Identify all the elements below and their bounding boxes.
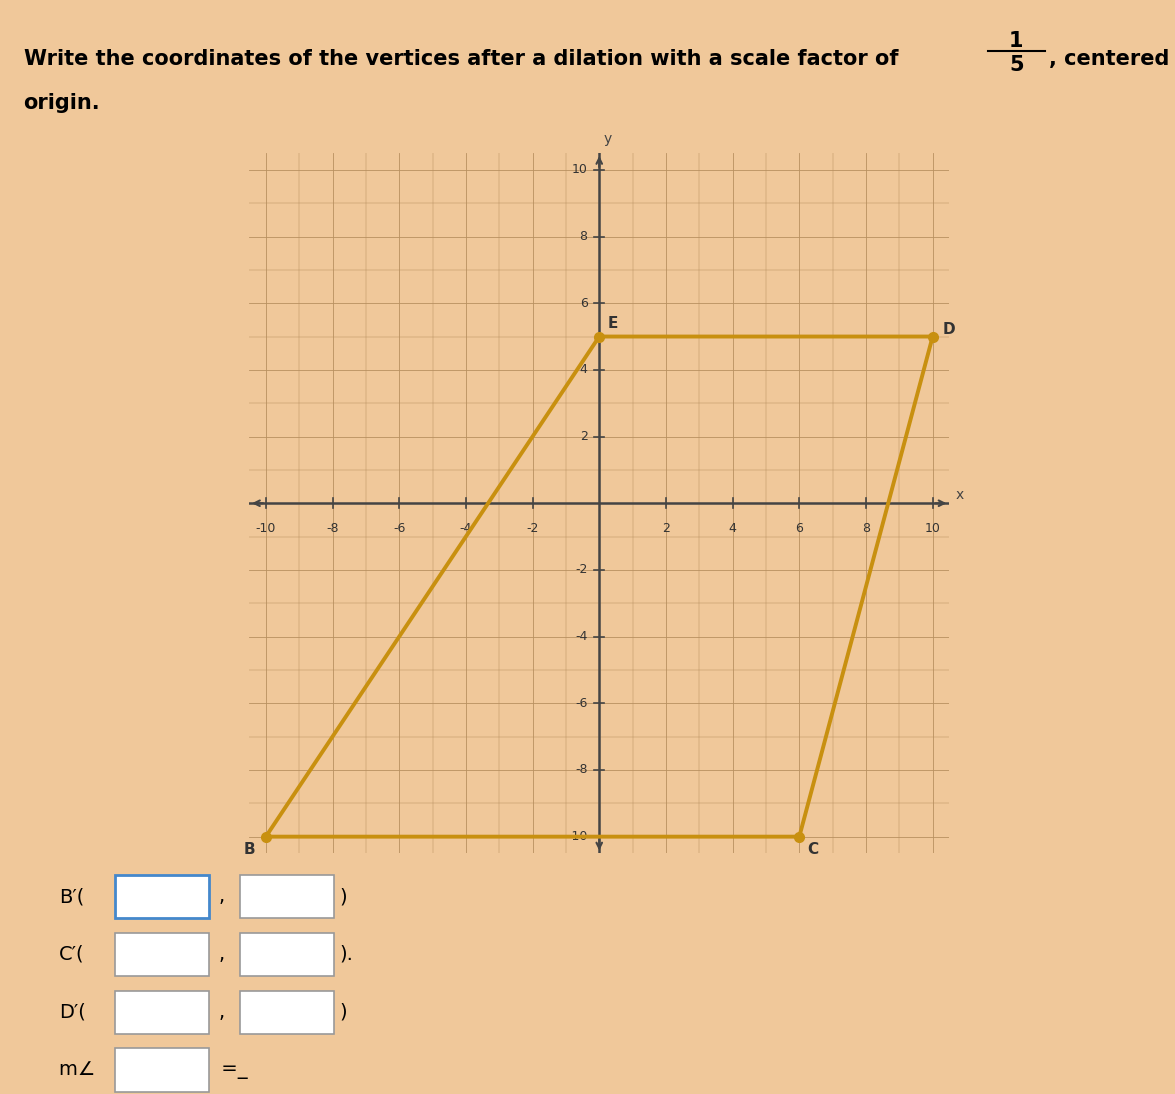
Text: C′(: C′(: [59, 945, 85, 964]
Text: 4: 4: [728, 522, 737, 535]
FancyBboxPatch shape: [115, 875, 209, 918]
Text: y: y: [604, 132, 612, 147]
FancyBboxPatch shape: [240, 933, 334, 976]
Text: =_: =_: [215, 1060, 248, 1080]
FancyBboxPatch shape: [115, 990, 209, 1034]
Text: 2: 2: [579, 430, 588, 443]
Text: ,: ,: [219, 1003, 224, 1022]
Text: -6: -6: [392, 522, 405, 535]
Text: ): ): [340, 887, 347, 906]
FancyBboxPatch shape: [115, 933, 209, 976]
Text: B′(: B′(: [59, 887, 83, 906]
Text: -6: -6: [576, 697, 588, 710]
Text: -10: -10: [256, 522, 276, 535]
Text: ): ): [340, 1003, 347, 1022]
Text: 6: 6: [795, 522, 804, 535]
Text: 8: 8: [862, 522, 869, 535]
Text: -4: -4: [459, 522, 472, 535]
Text: ).: ).: [340, 945, 354, 964]
Text: B: B: [243, 842, 255, 858]
Text: -4: -4: [576, 630, 588, 643]
Text: ,: ,: [219, 887, 224, 906]
FancyBboxPatch shape: [115, 1048, 209, 1092]
Text: 2: 2: [662, 522, 670, 535]
Text: -8: -8: [575, 764, 588, 777]
Text: E: E: [607, 316, 618, 330]
Text: C: C: [807, 842, 818, 858]
Text: 8: 8: [579, 230, 588, 243]
Text: -2: -2: [526, 522, 539, 535]
Text: ,: ,: [219, 945, 224, 964]
Text: origin.: origin.: [24, 93, 100, 113]
Text: Write the coordinates of the vertices after a dilation with a scale factor of: Write the coordinates of the vertices af…: [24, 49, 905, 69]
Text: 10: 10: [572, 163, 588, 176]
Text: 1: 1: [1009, 31, 1023, 51]
Text: m∠: m∠: [59, 1060, 101, 1080]
Text: D′(: D′(: [59, 1003, 86, 1022]
FancyBboxPatch shape: [240, 990, 334, 1034]
Text: -10: -10: [568, 830, 588, 843]
Text: 6: 6: [579, 296, 588, 310]
Text: -8: -8: [327, 522, 338, 535]
Text: D: D: [944, 323, 955, 337]
Text: x: x: [956, 488, 965, 502]
Text: 4: 4: [579, 363, 588, 376]
Text: 5: 5: [1009, 55, 1023, 75]
Text: 10: 10: [925, 522, 941, 535]
FancyBboxPatch shape: [240, 875, 334, 918]
Text: , centered at the: , centered at the: [1049, 49, 1175, 69]
Text: -2: -2: [576, 563, 588, 577]
